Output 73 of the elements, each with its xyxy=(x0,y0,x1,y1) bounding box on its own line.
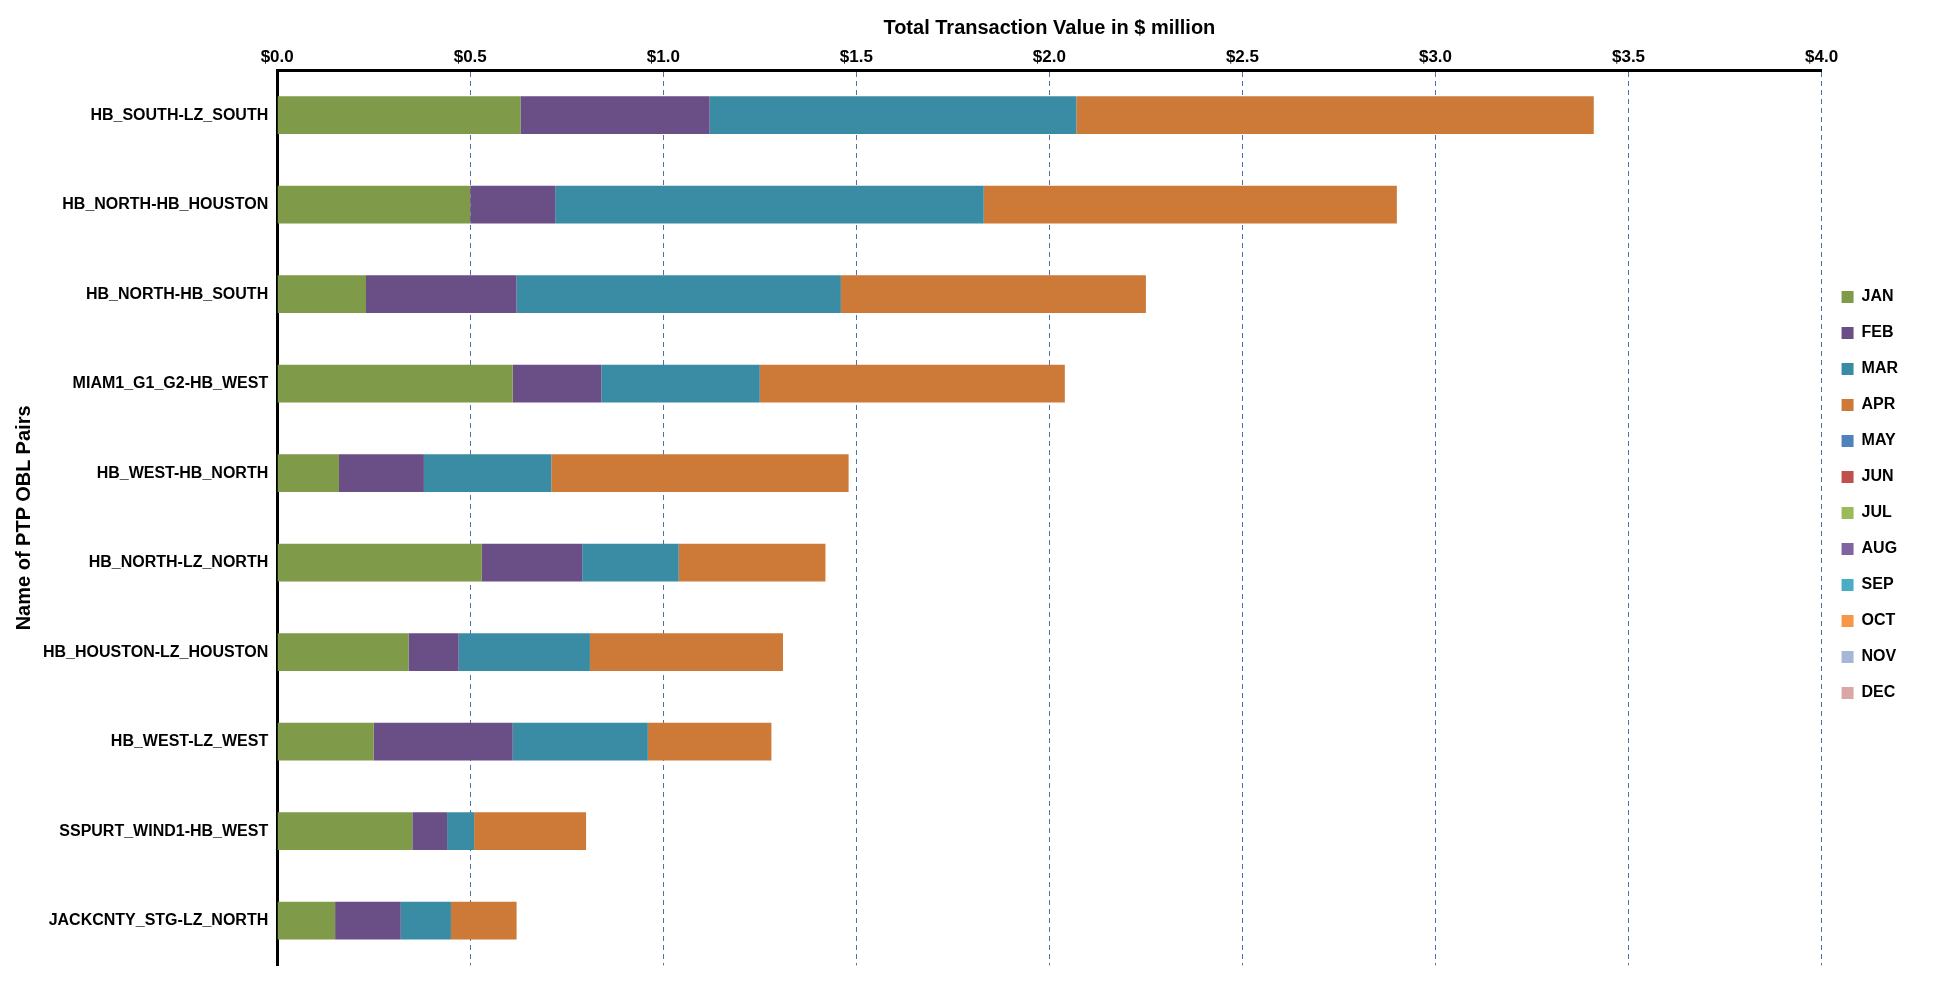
legend-label: MAR xyxy=(1861,359,1899,377)
bar xyxy=(277,722,374,761)
legend-label: AUG xyxy=(1861,539,1898,557)
legend-label: FEB xyxy=(1861,323,1894,341)
bar xyxy=(277,812,413,850)
x-tick-label: $4.0 xyxy=(1805,46,1839,66)
bar xyxy=(450,901,517,940)
y-tick-label: HB_WEST-LZ_WEST xyxy=(110,732,269,750)
bar xyxy=(338,454,424,492)
bar xyxy=(277,454,339,492)
bar xyxy=(458,633,590,671)
bar xyxy=(277,96,521,134)
bar xyxy=(277,543,482,582)
y-tick-label: HB_SOUTH-LZ_SOUTH xyxy=(90,105,269,123)
legend-label: JUL xyxy=(1861,503,1893,521)
bar xyxy=(400,901,451,940)
bar xyxy=(277,633,409,671)
y-tick-label: MIAM1_G1_G2-HB_WEST xyxy=(72,374,269,392)
bar xyxy=(512,364,602,403)
bar xyxy=(335,901,401,940)
y-tick-label: HB_NORTH-HB_SOUTH xyxy=(85,284,269,302)
x-tick-label: $1.0 xyxy=(646,46,680,66)
x-tick-label: $3.5 xyxy=(1611,46,1646,66)
bar xyxy=(520,96,710,134)
bar xyxy=(516,275,841,313)
bar xyxy=(423,454,552,492)
bar xyxy=(589,633,783,671)
bar xyxy=(277,185,471,224)
bar xyxy=(678,543,826,582)
bar xyxy=(277,364,513,403)
bar xyxy=(647,722,772,761)
y-axis-title: Name of PTP OBL Pairs xyxy=(11,405,34,631)
legend-label: SEP xyxy=(1861,575,1894,593)
y-tick-label: HB_WEST-HB_NORTH xyxy=(96,463,269,481)
legend-label: JUN xyxy=(1861,467,1894,485)
y-tick-label: HB_NORTH-HB_HOUSTON xyxy=(62,195,269,213)
x-tick-label: $2.5 xyxy=(1225,46,1259,66)
bar xyxy=(408,633,459,671)
bar xyxy=(277,275,366,313)
bar xyxy=(582,543,679,582)
legend-label: APR xyxy=(1861,395,1896,413)
legend-label: DEC xyxy=(1861,683,1896,701)
bar xyxy=(555,185,984,224)
bar xyxy=(709,96,1077,134)
bar xyxy=(983,185,1397,224)
legend-label: OCT xyxy=(1861,611,1896,629)
bar xyxy=(601,364,760,403)
x-axis-title: Total Transaction Value in $ million xyxy=(883,15,1216,38)
y-tick-label: HB_NORTH-LZ_NORTH xyxy=(88,553,269,571)
bar xyxy=(1076,96,1594,134)
bar xyxy=(412,812,448,850)
bar xyxy=(373,722,513,761)
bar xyxy=(481,543,583,582)
bar xyxy=(366,275,517,313)
bar xyxy=(551,454,849,492)
y-tick-label: HB_HOUSTON-LZ_HOUSTON xyxy=(43,642,269,660)
bar xyxy=(470,185,556,224)
bar xyxy=(840,275,1146,313)
legend-label: MAY xyxy=(1861,431,1896,449)
bar xyxy=(512,722,648,761)
x-tick-label: $2.0 xyxy=(1032,46,1066,66)
bar xyxy=(277,901,336,940)
x-tick-label: $0.5 xyxy=(453,46,487,66)
x-tick-label: $0.0 xyxy=(260,46,294,66)
x-tick-label: $3.0 xyxy=(1418,46,1453,66)
bar xyxy=(474,812,587,850)
bar xyxy=(759,364,1065,403)
x-tick-label: $1.5 xyxy=(839,46,873,66)
y-tick-label: JACKCNTY_STG-LZ_NORTH xyxy=(48,911,269,929)
bar xyxy=(447,812,475,850)
y-tick-label: SSPURT_WIND1-HB_WEST xyxy=(59,821,269,839)
legend-label: JAN xyxy=(1861,287,1894,305)
legend-label: NOV xyxy=(1861,647,1897,665)
